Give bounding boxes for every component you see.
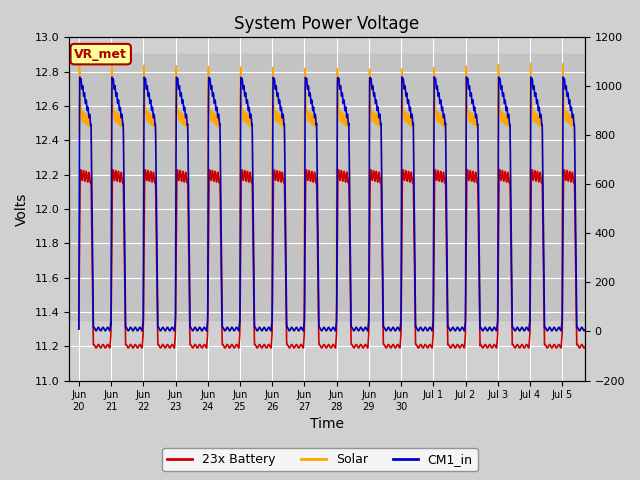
- Legend: 23x Battery, Solar, CM1_in: 23x Battery, Solar, CM1_in: [163, 448, 477, 471]
- Bar: [69, 55, 585, 321]
- Text: VR_met: VR_met: [74, 48, 127, 60]
- Y-axis label: Volts: Volts: [15, 192, 29, 226]
- Title: System Power Voltage: System Power Voltage: [234, 15, 420, 33]
- X-axis label: Time: Time: [310, 418, 344, 432]
